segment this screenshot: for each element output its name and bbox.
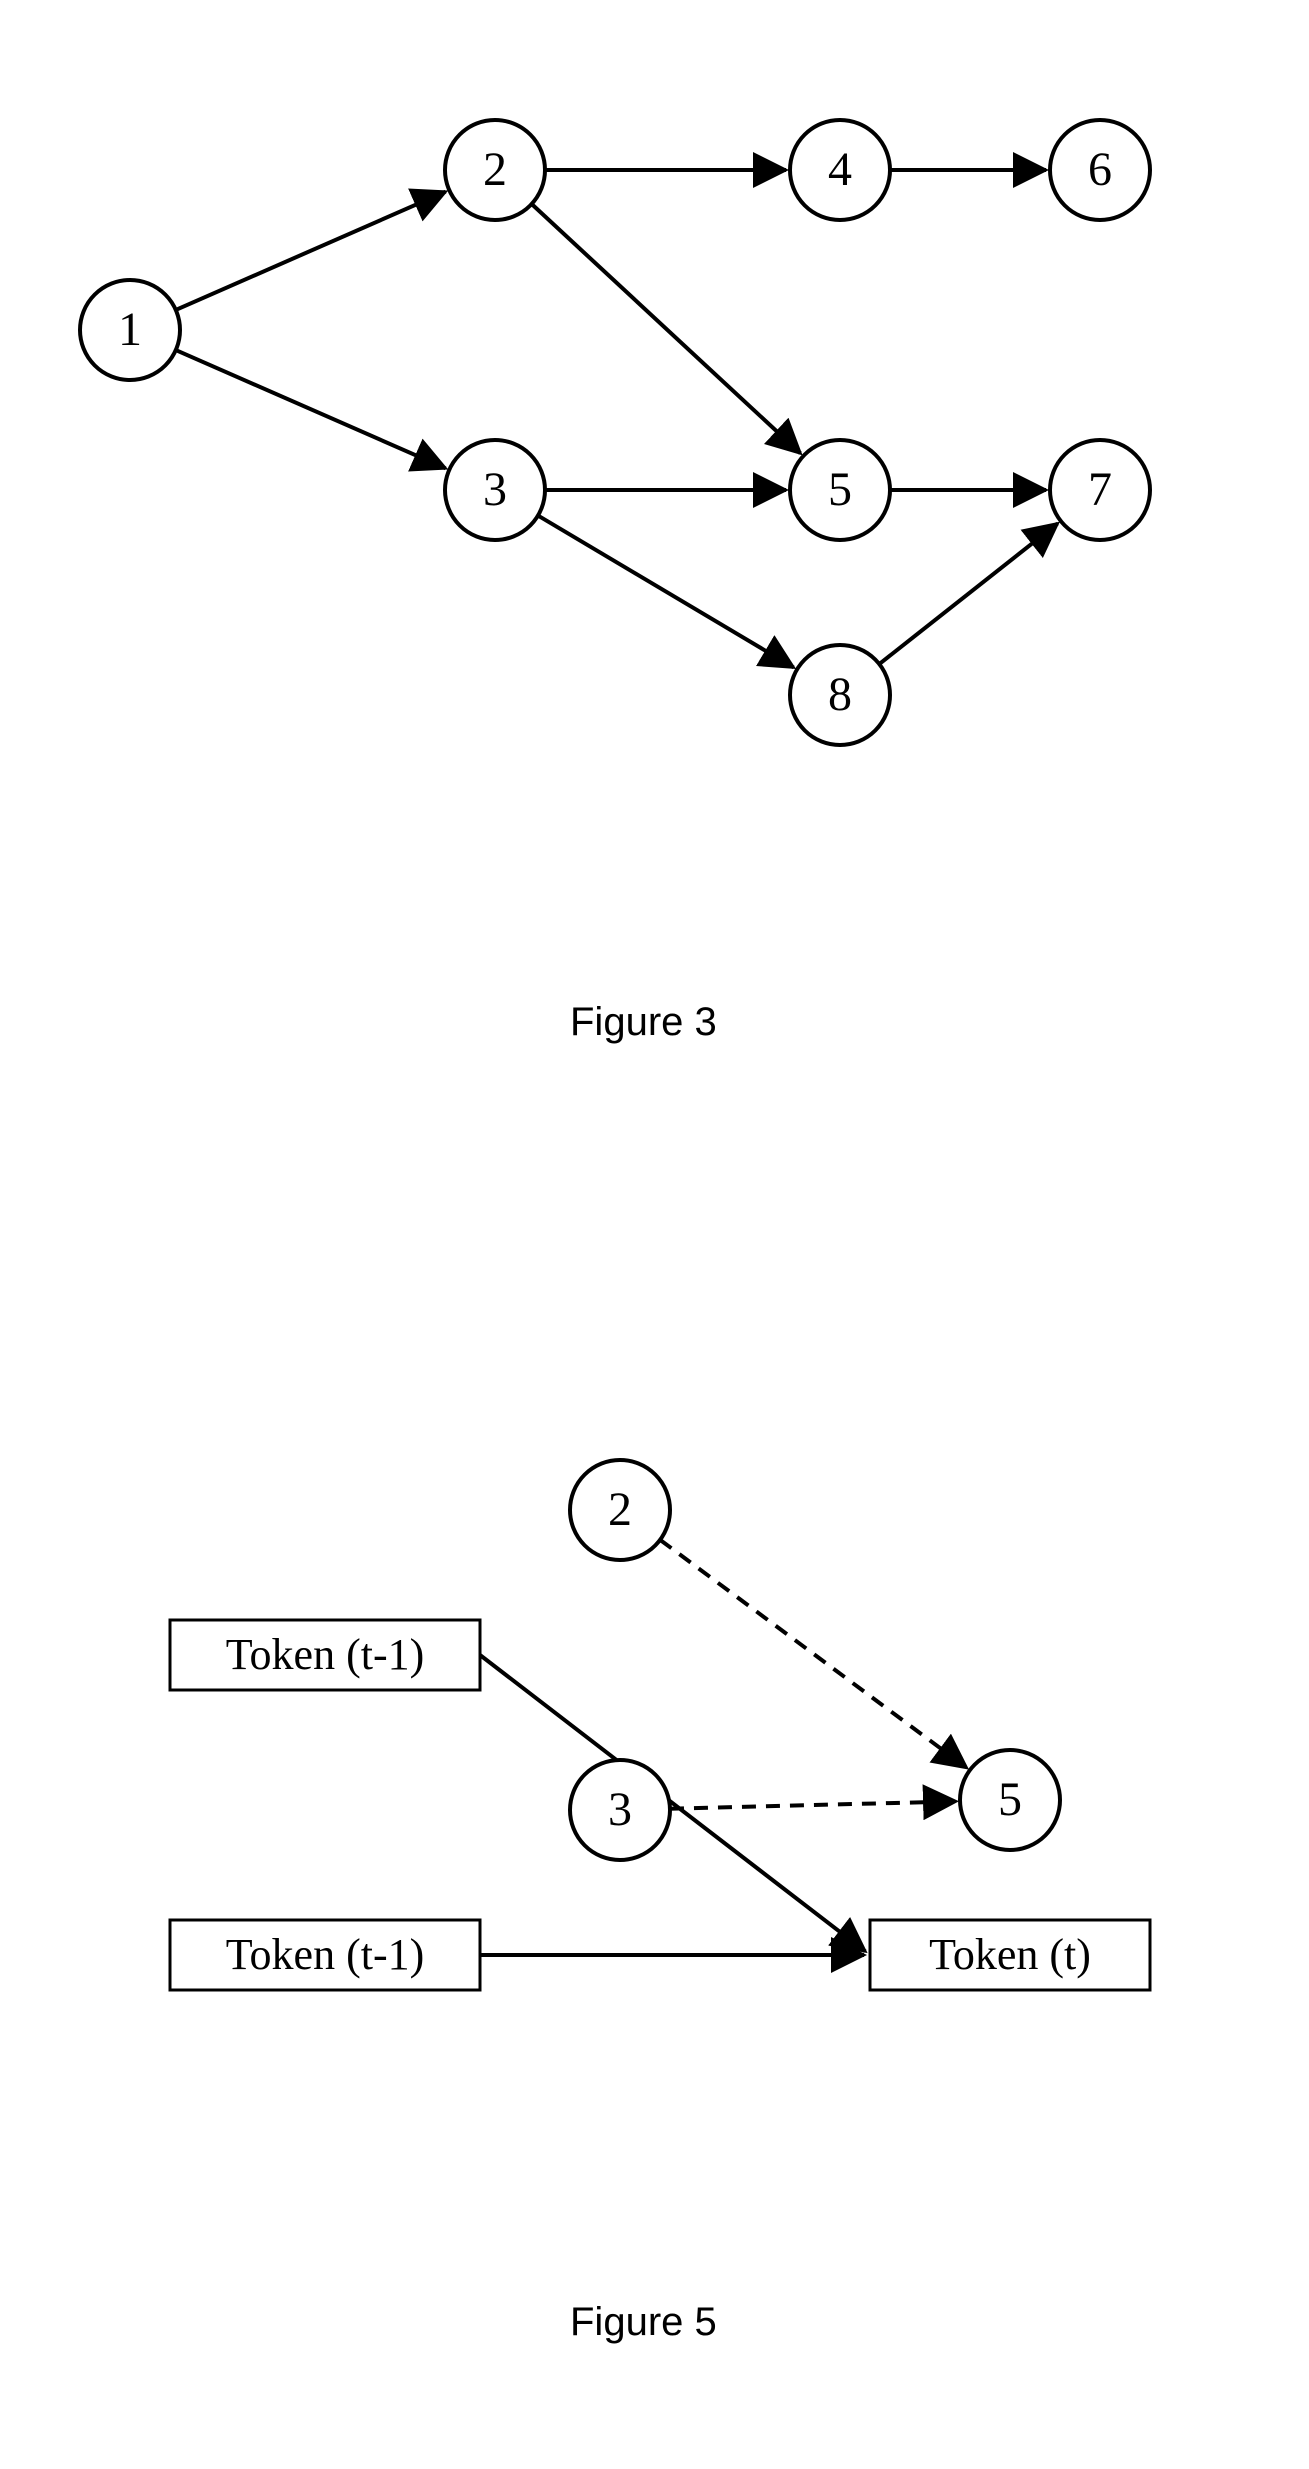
diagram-svg: 1 2 3 4 5 6 7 8 2 3 5 Token (t-1) Token (t-1) Token …	[0, 0, 1309, 2469]
figure3-caption: Figure 3	[570, 1000, 717, 1045]
edge	[660, 1540, 967, 1768]
svg-text:2: 2	[483, 143, 507, 196]
node-8: 8	[790, 645, 890, 745]
edge	[538, 516, 794, 668]
node-5: 5	[790, 440, 890, 540]
svg-text:3: 3	[608, 1783, 632, 1836]
node-6: 6	[1050, 120, 1150, 220]
edge	[670, 1801, 956, 1808]
svg-text:5: 5	[828, 463, 852, 516]
svg-text:3: 3	[483, 463, 507, 516]
box-t3: Token (t)	[870, 1920, 1150, 1990]
svg-text:Token (t-1): Token (t-1)	[226, 1630, 425, 1679]
box-t1: Token (t-1)	[170, 1620, 480, 1690]
figure3-edges	[176, 170, 1058, 667]
svg-text:2: 2	[608, 1483, 632, 1536]
svg-text:1: 1	[118, 303, 142, 356]
edge	[879, 523, 1057, 664]
svg-text:7: 7	[1088, 463, 1112, 516]
node-3: 3	[445, 440, 545, 540]
figure5-nodes: 2 3 5 Token (t-1) Token (t-1) Token (t)	[170, 1460, 1150, 1990]
svg-text:4: 4	[828, 143, 852, 196]
node-1: 1	[80, 280, 180, 380]
node-2: 2	[445, 120, 545, 220]
box-t2: Token (t-1)	[170, 1920, 480, 1990]
edge	[176, 350, 446, 468]
edge	[176, 192, 446, 310]
svg-text:6: 6	[1088, 143, 1112, 196]
figure5-edges	[480, 1540, 967, 1955]
node-c2: 2	[570, 1460, 670, 1560]
edge	[532, 204, 801, 453]
node-7: 7	[1050, 440, 1150, 540]
svg-text:8: 8	[828, 668, 852, 721]
edge	[480, 1655, 865, 1951]
node-4: 4	[790, 120, 890, 220]
svg-text:Token (t-1): Token (t-1)	[226, 1930, 425, 1979]
svg-text:Token (t): Token (t)	[929, 1930, 1091, 1979]
figure3-nodes: 1 2 3 4 5 6 7 8	[80, 120, 1150, 745]
svg-text:5: 5	[998, 1773, 1022, 1826]
node-c5: 5	[960, 1750, 1060, 1850]
page: 1 2 3 4 5 6 7 8 2 3 5 Token (t-1) Token (t-1) Token …	[0, 0, 1309, 2469]
node-c3: 3	[570, 1760, 670, 1860]
figure5-caption: Figure 5	[570, 2300, 717, 2345]
